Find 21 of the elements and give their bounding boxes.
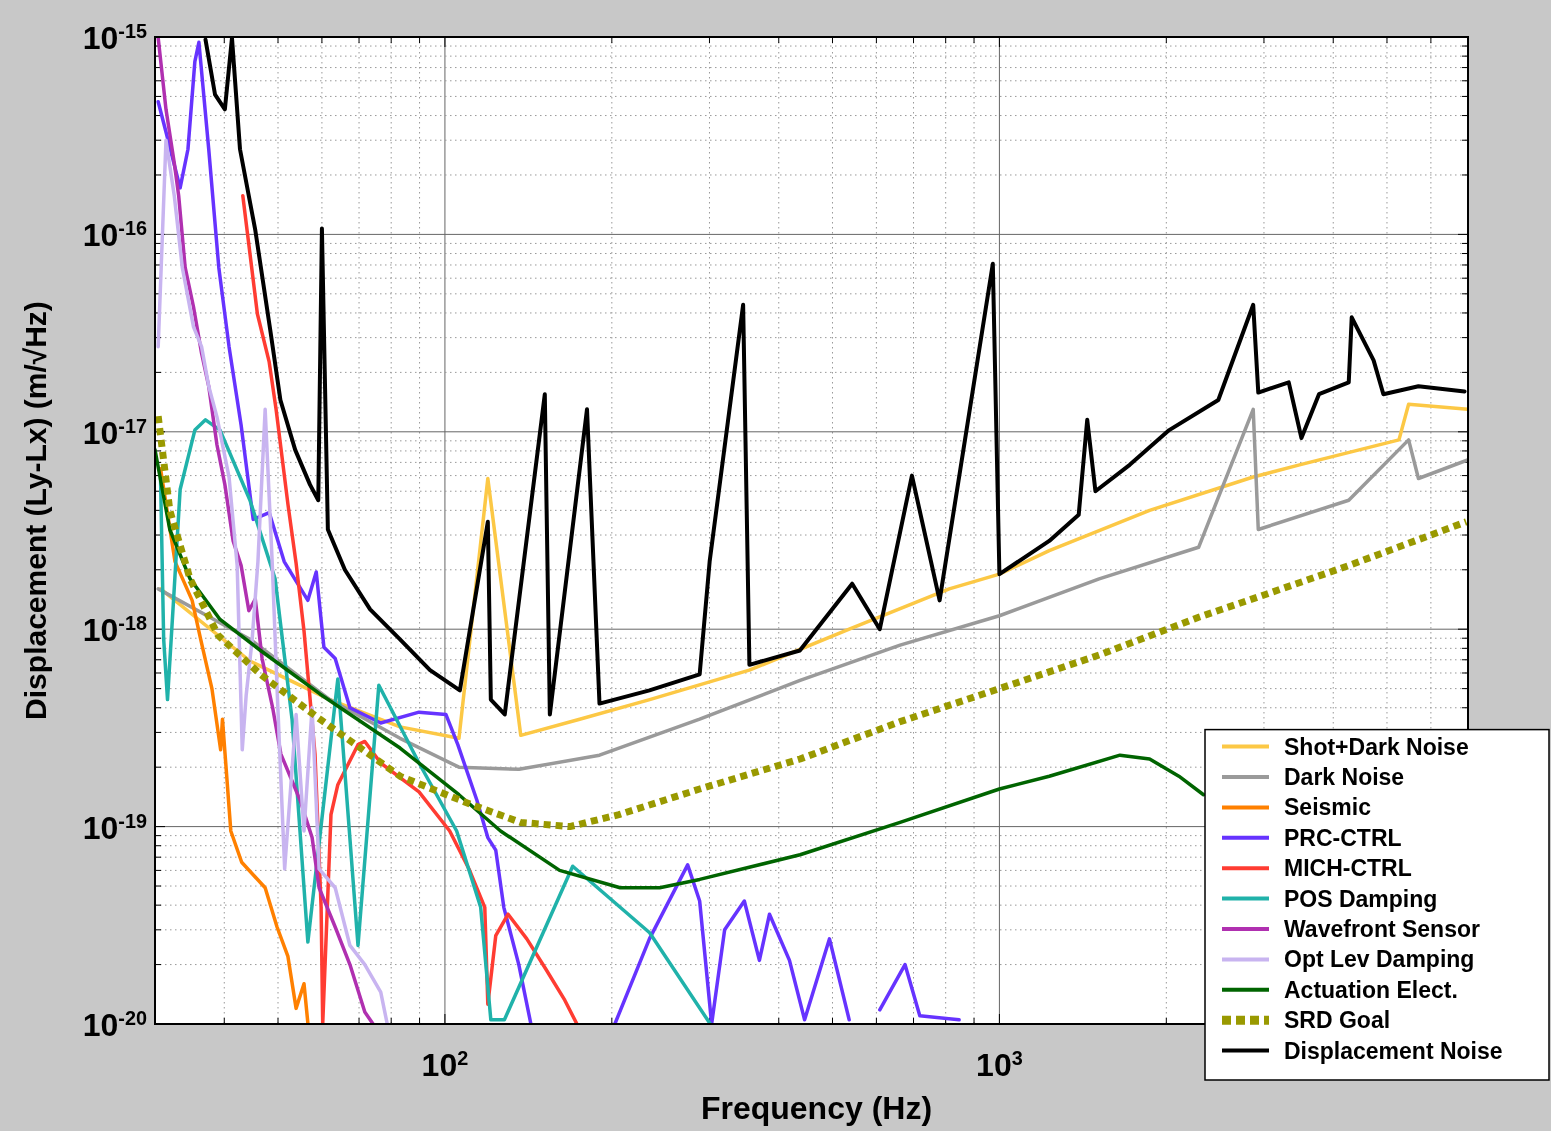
y-tick-label: 10$^{-18}$ <box>82 612 147 649</box>
y-tick-label: 10$^{-19}$ <box>82 809 147 846</box>
y-axis-title: Displacement (Ly-Lx) (m/√Hz) <box>19 301 52 720</box>
x-tick-label: 10$^{3}$ <box>976 1047 1023 1083</box>
legend-label: Seismic <box>1284 794 1372 821</box>
x-axis-title: Frequency (Hz) <box>700 1090 933 1126</box>
y-tick-label: 10$^{-16}$ <box>82 217 147 254</box>
legend-label: Actuation Elect. <box>1284 976 1458 1003</box>
legend-label: PRC-CTRL <box>1284 824 1402 851</box>
y-tick-label: 10$^{-15}$ <box>82 20 147 56</box>
y-tick-label: 10$^{-20}$ <box>82 1007 147 1043</box>
x-tick-label: 10$^{2}$ <box>421 1047 469 1083</box>
legend-label: POS Damping <box>1284 885 1438 912</box>
legend-label: Displacement Noise <box>1284 1037 1503 1064</box>
legend-label: SRD Goal <box>1284 1007 1391 1034</box>
legend-label: Opt Lev Damping <box>1284 946 1475 973</box>
legend-label: MICH-CTRL <box>1284 855 1412 882</box>
legend-label: Shot+Dark Noise <box>1284 733 1469 760</box>
legend-label: Wavefront Sensor <box>1284 916 1481 942</box>
legend-label: Dark Noise <box>1284 764 1405 790</box>
y-tick-label: 10$^{-17}$ <box>82 414 147 451</box>
